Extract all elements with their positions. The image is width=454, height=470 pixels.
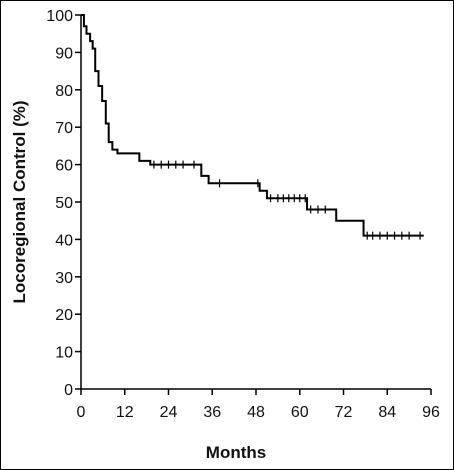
y-ticks: 0 10 20 30 40 50 60 70 80 90 100 [46, 8, 81, 399]
y-tick-label: 90 [55, 45, 73, 62]
x-tick-label: 48 [247, 404, 265, 421]
x-tick-label: 84 [378, 404, 396, 421]
y-tick-label: 10 [55, 345, 73, 362]
x-tick-label: 72 [335, 404, 353, 421]
x-tick-label: 96 [422, 404, 440, 421]
y-tick-label: 30 [55, 270, 73, 287]
x-tick-label: 0 [77, 404, 86, 421]
x-tick-label: 36 [203, 404, 221, 421]
x-axis-title: Months [206, 443, 266, 462]
x-tick-label: 12 [116, 404, 134, 421]
y-tick-label: 20 [55, 307, 73, 324]
x-tick-label: 24 [160, 404, 178, 421]
y-tick-label: 100 [46, 8, 73, 25]
censor-marks [153, 160, 421, 240]
x-ticks: 0 12 24 36 48 60 72 84 96 [77, 389, 440, 421]
y-tick-label: 80 [55, 83, 73, 100]
y-tick-label: 40 [55, 232, 73, 249]
survival-curve [81, 14, 424, 237]
y-tick-label: 50 [55, 195, 73, 212]
y-tick-label: 0 [64, 382, 73, 399]
y-tick-label: 60 [55, 158, 73, 175]
y-axis-title: Locoregional Control (%) [10, 100, 29, 303]
y-tick-label: 70 [55, 120, 73, 137]
x-tick-label: 60 [291, 404, 309, 421]
axes [80, 15, 431, 390]
